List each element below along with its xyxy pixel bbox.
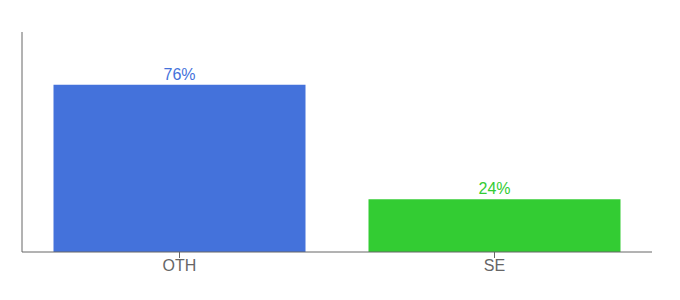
svg-text:76%: 76% xyxy=(163,66,195,83)
svg-text:SE: SE xyxy=(484,257,505,274)
svg-text:OTH: OTH xyxy=(163,257,197,274)
svg-text:24%: 24% xyxy=(478,180,510,197)
